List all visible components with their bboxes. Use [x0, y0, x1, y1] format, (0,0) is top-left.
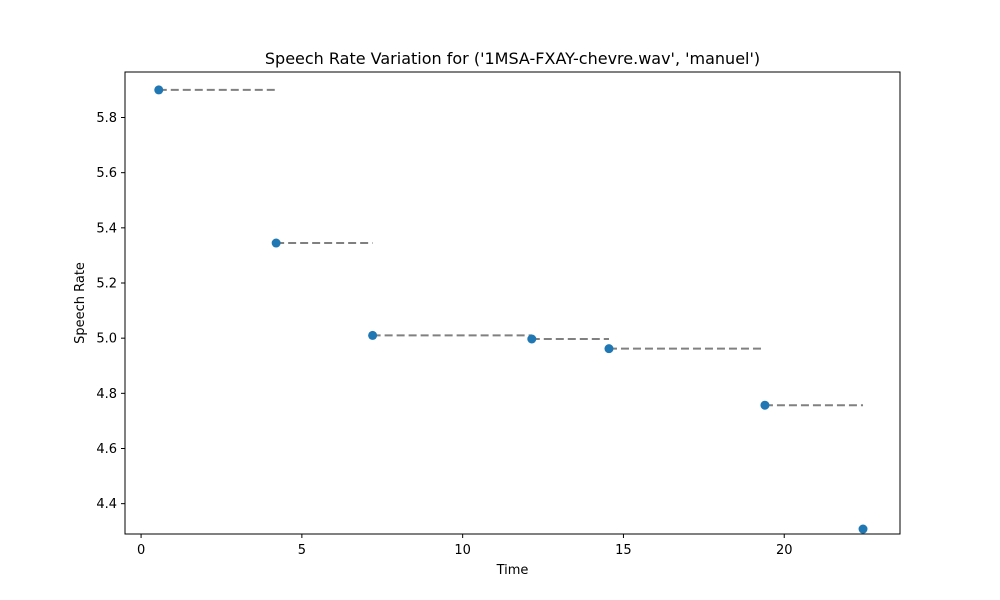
x-axis-ticks: 0 5 10 15 20 [137, 534, 793, 558]
data-point-6 [858, 524, 868, 534]
y-tick-label-0: 4.4 [96, 497, 117, 512]
data-points [154, 85, 868, 534]
y-tick-label-7: 5.8 [96, 111, 117, 126]
y-axis-label: Speech Rate [73, 262, 88, 344]
x-axis-label: Time [496, 563, 529, 578]
x-tick-label-3: 15 [615, 543, 632, 558]
data-point-1 [271, 238, 281, 248]
y-tick-label-2: 4.8 [96, 387, 117, 402]
x-tick-label-4: 20 [776, 543, 793, 558]
data-point-3 [527, 334, 537, 344]
y-axis-ticks: 4.4 4.6 4.8 5.0 5.2 5.4 5.6 5.8 [96, 111, 125, 512]
y-tick-label-1: 4.6 [96, 442, 117, 457]
data-point-5 [760, 400, 770, 410]
x-tick-label-2: 10 [454, 543, 471, 558]
y-tick-label-4: 5.2 [96, 277, 117, 292]
y-tick-label-3: 5.0 [96, 332, 117, 347]
y-tick-label-5: 5.4 [96, 221, 117, 236]
data-point-0 [154, 85, 164, 95]
dashed-segments [158, 88, 864, 407]
chart-title: Speech Rate Variation for ('1MSA-FXAY-ch… [265, 49, 760, 68]
data-point-4 [604, 344, 614, 354]
plot-frame [124, 71, 901, 535]
y-tick-label-6: 5.6 [96, 166, 117, 181]
x-tick-label-1: 5 [298, 543, 306, 558]
data-point-2 [368, 330, 378, 340]
x-tick-label-0: 0 [137, 543, 145, 558]
